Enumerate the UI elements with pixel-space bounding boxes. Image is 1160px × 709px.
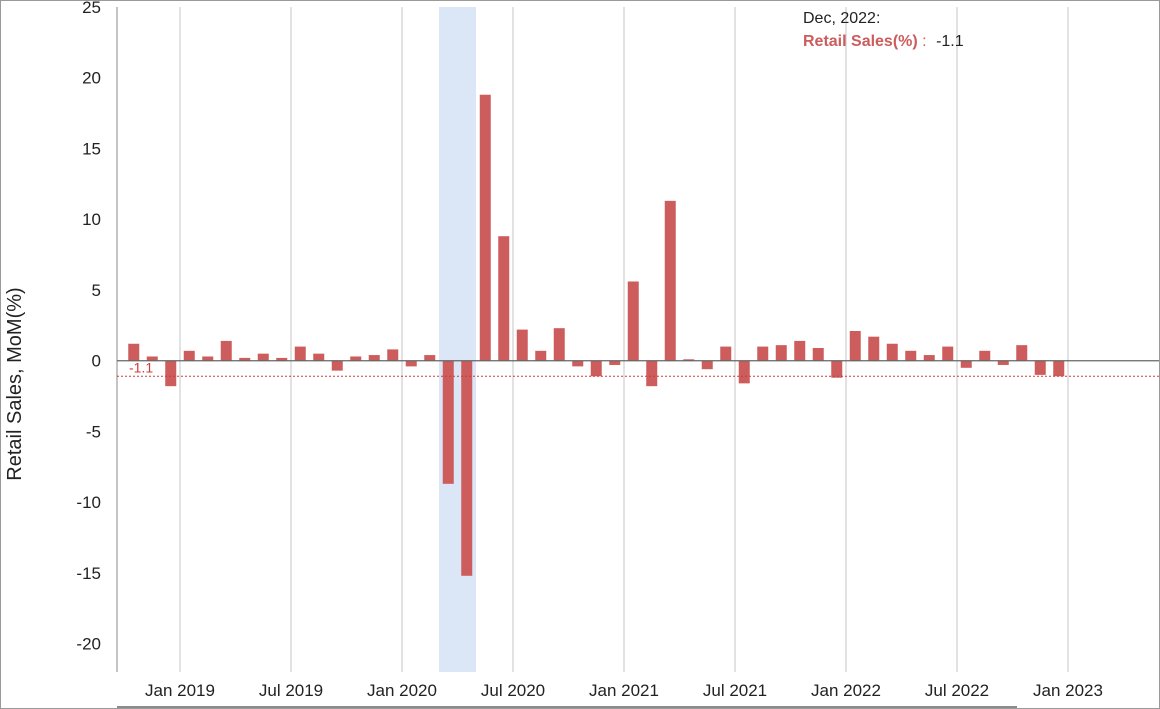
bar-2019-04[interactable] [239, 357, 251, 361]
bar-2019-11[interactable] [368, 355, 380, 361]
bar-2022-07[interactable] [960, 360, 972, 368]
y-tick-label: 15 [82, 139, 101, 158]
y-tick-label: -20 [76, 635, 101, 654]
x-tick-labels: Jan 2019 Jul 2019 Jan 2020 Jul 2020 Jan 2021… [145, 681, 1103, 700]
bar-2018-12[interactable] [165, 360, 177, 387]
bar-2021-05[interactable] [701, 360, 713, 370]
bar-2022-09[interactable] [997, 360, 1009, 365]
bar-2022-11[interactable] [1034, 360, 1046, 375]
x-tick-label: Jan 2020 [367, 681, 437, 700]
y-tick-label: -15 [76, 564, 101, 583]
y-tick-labels: 25 20 15 10 5 0 -5 -10 -15 -20 [76, 1, 101, 654]
hover-tooltip: Dec, 2022: Retail Sales(%) : -1.1 [803, 10, 964, 50]
bar-2019-03[interactable] [220, 340, 232, 361]
y-tick-label: -10 [76, 493, 101, 512]
bar-2019-10[interactable] [350, 356, 362, 361]
bar-2020-06[interactable] [498, 236, 510, 361]
bar-2021-06[interactable] [720, 346, 732, 361]
bar-2021-02[interactable] [646, 360, 658, 387]
x-tick-label: Jan 2019 [145, 681, 215, 700]
y-tick-label: 10 [82, 210, 101, 229]
current-value-label: -1.1 [129, 359, 153, 375]
bar-2018-10[interactable] [128, 343, 140, 361]
bar-2021-04[interactable] [683, 359, 695, 361]
bar-2022-04[interactable] [905, 350, 917, 361]
bar-2019-02[interactable] [202, 356, 214, 361]
bar-2020-10[interactable] [572, 360, 584, 367]
bar-2019-06[interactable] [276, 357, 288, 361]
bar-2022-02[interactable] [868, 336, 880, 361]
bar-2021-01[interactable] [627, 281, 639, 361]
bar-2021-10[interactable] [794, 340, 806, 361]
bar-2020-04[interactable] [461, 360, 473, 576]
bar-2022-06[interactable] [942, 346, 954, 361]
bar-2020-07[interactable] [516, 329, 528, 361]
bar-2019-05[interactable] [257, 353, 269, 361]
bar-2020-09[interactable] [553, 328, 565, 361]
bar-2022-10[interactable] [1016, 345, 1028, 361]
bar-series[interactable] [128, 94, 1065, 576]
x-tick-label: Jul 2020 [481, 681, 545, 700]
bar-2021-03[interactable] [664, 200, 676, 361]
bar-2021-07[interactable] [738, 360, 750, 384]
y-axis-label: Retail Sales, MoM(%) [4, 287, 26, 480]
tooltip-separator: : [922, 33, 926, 50]
bar-2019-01[interactable] [183, 350, 195, 361]
bar-2020-08[interactable] [535, 350, 547, 361]
bar-2020-03[interactable] [442, 360, 454, 484]
bar-2021-08[interactable] [757, 346, 769, 361]
bar-2019-09[interactable] [331, 360, 343, 371]
bar-2019-12[interactable] [387, 349, 399, 361]
x-tick-label: Jan 2021 [589, 681, 659, 700]
bar-2022-12[interactable] [1053, 360, 1065, 377]
bar-2020-02[interactable] [424, 355, 436, 361]
bar-2019-07[interactable] [294, 346, 306, 361]
bar-2022-05[interactable] [923, 355, 935, 361]
y-tick-label: 25 [82, 1, 101, 17]
bar-2021-09[interactable] [775, 345, 787, 361]
bar-2020-01[interactable] [405, 360, 417, 367]
bar-2021-12[interactable] [831, 360, 843, 378]
tooltip-series-name: Retail Sales(%) [803, 33, 918, 50]
bar-2020-11[interactable] [590, 360, 602, 377]
x-tick-label: Jan 2023 [1033, 681, 1103, 700]
bar-2022-01[interactable] [849, 331, 861, 361]
bar-2019-08[interactable] [313, 353, 325, 361]
bar-2022-08[interactable] [979, 350, 991, 361]
x-tick-label: Jan 2022 [811, 681, 881, 700]
bar-2020-12[interactable] [609, 360, 621, 365]
bar-2022-03[interactable] [886, 343, 898, 361]
x-tick-label: Jul 2021 [703, 681, 767, 700]
bar-2021-11[interactable] [812, 347, 824, 361]
tooltip-value: -1.1 [936, 33, 964, 50]
y-tick-label: 20 [82, 69, 101, 88]
x-tick-label: Jul 2019 [259, 681, 323, 700]
tooltip-value-line: Retail Sales(%) : -1.1 [803, 33, 964, 50]
x-tick-label: Jul 2022 [925, 681, 989, 700]
vertical-gridlines [179, 7, 1069, 672]
bar-2020-05[interactable] [479, 94, 491, 361]
y-tick-label: 0 [92, 352, 101, 371]
y-tick-label: 5 [92, 281, 101, 300]
tooltip-date: Dec, 2022: [803, 10, 880, 27]
y-tick-label: -5 [86, 422, 101, 441]
bar-2018-11[interactable] [146, 356, 158, 361]
